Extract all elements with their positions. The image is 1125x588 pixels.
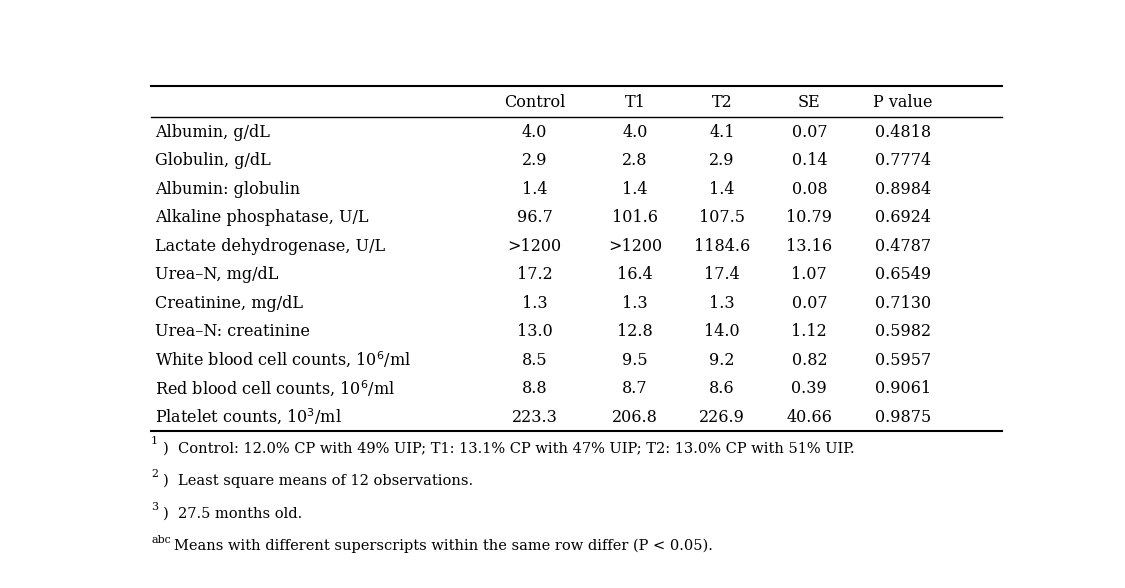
Text: Albumin: globulin: Albumin: globulin bbox=[155, 181, 300, 198]
Text: 0.07: 0.07 bbox=[792, 123, 827, 141]
Text: Alkaline phosphatase, U/L: Alkaline phosphatase, U/L bbox=[155, 209, 369, 226]
Text: 1.4: 1.4 bbox=[710, 181, 735, 198]
Text: 12.8: 12.8 bbox=[618, 323, 652, 340]
Text: P value: P value bbox=[873, 94, 933, 111]
Text: 9.2: 9.2 bbox=[710, 352, 735, 369]
Text: 0.6549: 0.6549 bbox=[875, 266, 931, 283]
Text: 3: 3 bbox=[151, 502, 159, 512]
Text: 17.2: 17.2 bbox=[516, 266, 552, 283]
Text: 1.4: 1.4 bbox=[622, 181, 648, 198]
Text: 0.5957: 0.5957 bbox=[875, 352, 931, 369]
Text: 13.0: 13.0 bbox=[516, 323, 552, 340]
Text: 10.79: 10.79 bbox=[786, 209, 832, 226]
Text: Creatinine, mg/dL: Creatinine, mg/dL bbox=[155, 295, 304, 312]
Text: 0.82: 0.82 bbox=[792, 352, 827, 369]
Text: Platelet counts, 10$^3$/ml: Platelet counts, 10$^3$/ml bbox=[155, 407, 342, 427]
Text: Globulin, g/dL: Globulin, g/dL bbox=[155, 152, 271, 169]
Text: 0.9875: 0.9875 bbox=[875, 409, 931, 426]
Text: White blood cell counts, 10$^6$/ml: White blood cell counts, 10$^6$/ml bbox=[155, 350, 412, 370]
Text: 14.0: 14.0 bbox=[704, 323, 740, 340]
Text: Albumin, g/dL: Albumin, g/dL bbox=[155, 123, 270, 141]
Text: 226.9: 226.9 bbox=[700, 409, 745, 426]
Text: 206.8: 206.8 bbox=[612, 409, 658, 426]
Text: Urea–N, mg/dL: Urea–N, mg/dL bbox=[155, 266, 279, 283]
Text: 0.8984: 0.8984 bbox=[875, 181, 931, 198]
Text: T2: T2 bbox=[712, 94, 732, 111]
Text: 8.6: 8.6 bbox=[710, 380, 735, 397]
Text: abc: abc bbox=[151, 535, 171, 545]
Text: 1.4: 1.4 bbox=[522, 181, 548, 198]
Text: SE: SE bbox=[798, 94, 820, 111]
Text: 0.7774: 0.7774 bbox=[875, 152, 931, 169]
Text: 4.0: 4.0 bbox=[522, 123, 548, 141]
Text: Means with different superscripts within the same row differ (P < 0.05).: Means with different superscripts within… bbox=[173, 539, 712, 553]
Text: 8.5: 8.5 bbox=[522, 352, 548, 369]
Text: 2.8: 2.8 bbox=[622, 152, 648, 169]
Text: 0.08: 0.08 bbox=[792, 181, 827, 198]
Text: )  Control: 12.0% CP with 49% UIP; T1: 13.1% CP with 47% UIP; T2: 13.0% CP with : ) Control: 12.0% CP with 49% UIP; T1: 13… bbox=[163, 441, 855, 455]
Text: 8.7: 8.7 bbox=[622, 380, 648, 397]
Text: 0.4787: 0.4787 bbox=[875, 238, 931, 255]
Text: Control: Control bbox=[504, 94, 566, 111]
Text: )  Least square means of 12 observations.: ) Least square means of 12 observations. bbox=[163, 473, 474, 488]
Text: 0.4818: 0.4818 bbox=[875, 123, 931, 141]
Text: 0.14: 0.14 bbox=[792, 152, 827, 169]
Text: 223.3: 223.3 bbox=[512, 409, 558, 426]
Text: 40.66: 40.66 bbox=[786, 409, 832, 426]
Text: >1200: >1200 bbox=[608, 238, 661, 255]
Text: >1200: >1200 bbox=[507, 238, 561, 255]
Text: Urea–N: creatinine: Urea–N: creatinine bbox=[155, 323, 310, 340]
Text: 0.9061: 0.9061 bbox=[875, 380, 931, 397]
Text: 96.7: 96.7 bbox=[516, 209, 552, 226]
Text: 0.39: 0.39 bbox=[792, 380, 827, 397]
Text: Red blood cell counts, 10$^6$/ml: Red blood cell counts, 10$^6$/ml bbox=[155, 379, 395, 399]
Text: 107.5: 107.5 bbox=[699, 209, 745, 226]
Text: 0.07: 0.07 bbox=[792, 295, 827, 312]
Text: 1.07: 1.07 bbox=[792, 266, 827, 283]
Text: 2.9: 2.9 bbox=[710, 152, 735, 169]
Text: 17.4: 17.4 bbox=[704, 266, 740, 283]
Text: 0.5982: 0.5982 bbox=[875, 323, 931, 340]
Text: 2.9: 2.9 bbox=[522, 152, 548, 169]
Text: 4.1: 4.1 bbox=[710, 123, 735, 141]
Text: 1: 1 bbox=[151, 436, 159, 446]
Text: )  27.5 months old.: ) 27.5 months old. bbox=[163, 506, 303, 520]
Text: 1.3: 1.3 bbox=[710, 295, 735, 312]
Text: 0.6924: 0.6924 bbox=[875, 209, 931, 226]
Text: T1: T1 bbox=[624, 94, 646, 111]
Text: 0.7130: 0.7130 bbox=[875, 295, 931, 312]
Text: 1.12: 1.12 bbox=[792, 323, 827, 340]
Text: 13.16: 13.16 bbox=[786, 238, 832, 255]
Text: 2: 2 bbox=[151, 469, 159, 479]
Text: 9.5: 9.5 bbox=[622, 352, 648, 369]
Text: Lactate dehydrogenase, U/L: Lactate dehydrogenase, U/L bbox=[155, 238, 386, 255]
Text: 1.3: 1.3 bbox=[622, 295, 648, 312]
Text: 8.8: 8.8 bbox=[522, 380, 548, 397]
Text: 16.4: 16.4 bbox=[618, 266, 652, 283]
Text: 4.0: 4.0 bbox=[622, 123, 648, 141]
Text: 1.3: 1.3 bbox=[522, 295, 548, 312]
Text: 1184.6: 1184.6 bbox=[694, 238, 750, 255]
Text: 101.6: 101.6 bbox=[612, 209, 658, 226]
